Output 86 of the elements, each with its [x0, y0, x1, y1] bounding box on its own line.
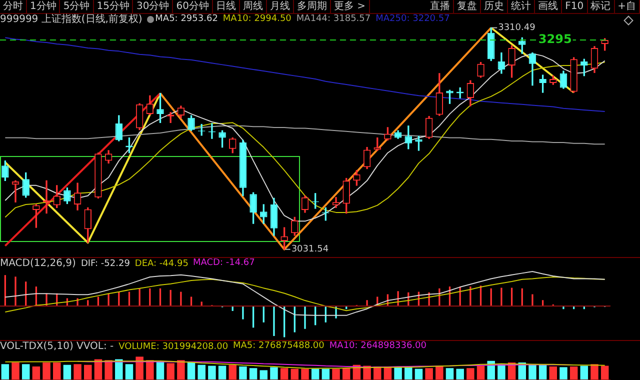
text: 更多 >	[330, 0, 370, 13]
bar	[456, 368, 464, 380]
bar	[84, 364, 92, 380]
bar	[136, 356, 144, 380]
text: MA250: 3220.57	[376, 14, 450, 24]
text: 统计	[508, 0, 536, 13]
bar	[94, 359, 102, 380]
bar	[63, 364, 72, 380]
bar	[394, 366, 402, 380]
text: 标记	[588, 0, 615, 13]
text: 复盘	[454, 0, 482, 13]
bar	[32, 366, 40, 380]
bar	[332, 368, 340, 380]
text: 分时	[0, 0, 27, 13]
bar	[52, 362, 61, 380]
text: MA10: 2994.50	[222, 14, 292, 24]
text: 60分钟	[173, 0, 213, 13]
text: 多周期	[294, 0, 331, 13]
series-label: MA5: 276875488.00	[233, 341, 324, 351]
bar	[311, 368, 320, 380]
text: 5分钟	[60, 0, 94, 13]
bar	[208, 366, 216, 380]
bar	[270, 367, 278, 380]
bar	[570, 366, 578, 380]
bar	[177, 360, 185, 380]
bar	[156, 362, 164, 380]
bar	[187, 362, 196, 380]
bar	[218, 366, 226, 380]
bar	[436, 366, 444, 380]
text: MA5: 2953.62	[155, 14, 218, 24]
bar	[290, 368, 299, 380]
ref-line-label: 3295	[538, 32, 572, 46]
bar	[446, 368, 454, 380]
bar	[166, 363, 174, 380]
bar	[498, 364, 506, 380]
bar	[476, 366, 485, 380]
text: MACD: -14.67	[193, 258, 255, 268]
bar	[104, 360, 112, 380]
series-label: MA10: 264898336.00	[329, 341, 427, 351]
series-label: DEA: -44.95	[134, 259, 188, 269]
bar	[590, 364, 598, 380]
text: 1分钟	[27, 0, 60, 13]
text: 月线	[266, 0, 294, 13]
bar	[425, 368, 433, 380]
bar	[580, 366, 588, 380]
bar	[600, 366, 609, 380]
text: 日线	[212, 0, 240, 13]
candlestick	[42, 180, 50, 214]
bar	[404, 366, 412, 380]
text: +自	[614, 0, 640, 13]
bar	[146, 360, 154, 380]
bar	[12, 362, 20, 380]
bar	[249, 368, 258, 380]
bar	[260, 370, 268, 380]
bar	[228, 364, 237, 380]
chart-title: 999999 上证指数(日线,前复权)	[0, 14, 142, 25]
text: 3310.49	[498, 23, 536, 34]
chart-title: VOL-TDX(5,10) VVOL: -	[0, 341, 114, 352]
text: 直播	[427, 0, 454, 13]
bar	[466, 368, 474, 380]
chart-title: MACD(12,26,9)	[0, 258, 76, 269]
bar	[239, 366, 247, 380]
bar	[560, 367, 568, 380]
text: 周线	[240, 0, 267, 13]
text: MA144: 3185.57	[296, 14, 371, 24]
bar	[198, 364, 206, 380]
bar	[549, 366, 558, 380]
bar	[22, 364, 30, 380]
text: 30分钟	[133, 0, 174, 13]
bar	[74, 364, 82, 380]
series-label: VOLUME: 301994208.00	[118, 342, 228, 352]
text: 15分钟	[94, 0, 134, 13]
bar	[115, 359, 123, 380]
bar	[528, 364, 536, 380]
bar	[301, 368, 309, 380]
bar	[280, 368, 288, 380]
text: 3031.54	[291, 244, 329, 255]
bar	[1, 364, 10, 380]
bar	[322, 368, 330, 380]
series-label: DIF: -52.29	[80, 259, 130, 269]
text: 历史	[481, 0, 508, 13]
text: 画线	[535, 0, 562, 13]
bar	[125, 364, 134, 380]
text: F10	[562, 0, 588, 13]
bar	[414, 368, 423, 380]
bar	[42, 362, 50, 380]
